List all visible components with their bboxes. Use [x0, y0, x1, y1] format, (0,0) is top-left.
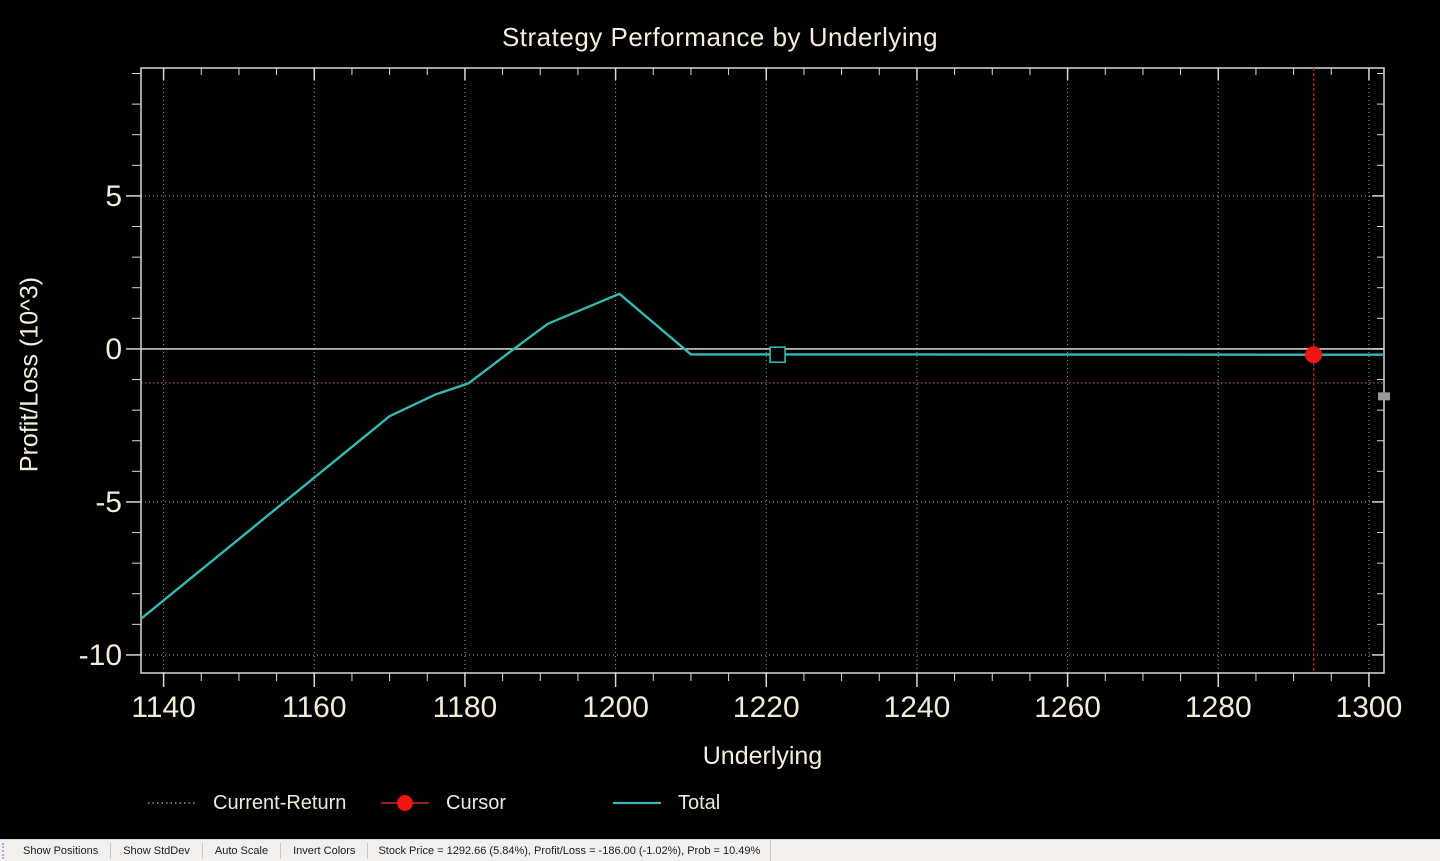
y-tick-label: 5	[105, 180, 122, 213]
plot-border	[140, 67, 1385, 674]
show-positions-button[interactable]: Show Positions	[11, 840, 110, 861]
chart-title: Strategy Performance by Underlying	[501, 22, 939, 52]
separator	[280, 843, 282, 859]
status-bar: Show Positions Show StdDev Auto Scale In…	[0, 839, 1440, 861]
right-axis-notch[interactable]	[1378, 392, 1390, 401]
y-tick-label: 0	[105, 333, 122, 366]
plot-canvas[interactable]: 1140 1160 1180 1200 1220 1240 1260 1280 1300 5 0 -5…	[0, 0, 1440, 839]
legend-label: Current-Return	[213, 791, 347, 814]
x-tick-label: 1200	[582, 691, 649, 724]
x-axis-title: Underlying	[702, 742, 823, 770]
show-stddev-button[interactable]: Show StdDev	[111, 840, 202, 861]
cursor-dot-sample-icon	[381, 795, 429, 811]
total-line-sample-icon	[613, 801, 661, 805]
legend-label: Total	[678, 791, 721, 814]
y-axis-title: Profit/Loss (10^3)	[15, 276, 44, 473]
status-readout: Stock Price = 1292.66 (5.84%), Profit/Lo…	[368, 840, 772, 861]
statusbar-filler	[771, 840, 1440, 861]
y-tick-label: -5	[95, 486, 122, 519]
x-tick-label: 1220	[733, 691, 800, 724]
x-tick-label: 1260	[1034, 691, 1101, 724]
legend-label: Cursor	[446, 791, 507, 814]
legend: Current-Return Cursor Total	[0, 788, 1440, 818]
separator	[201, 843, 203, 859]
x-tick-label: 1140	[131, 691, 196, 724]
x-tick-label: 1180	[433, 691, 498, 724]
legend-item-total: Total	[612, 788, 720, 818]
separator	[367, 843, 369, 859]
x-tick-label: 1240	[884, 691, 951, 724]
legend-item-cursor: Cursor	[380, 788, 506, 818]
cursor-dot[interactable]	[1305, 346, 1323, 364]
separator	[110, 843, 112, 859]
invert-colors-button[interactable]: Invert Colors	[281, 840, 367, 861]
auto-scale-button[interactable]: Auto Scale	[203, 840, 280, 861]
current-return-line-sample-icon	[148, 802, 196, 804]
toolbar-grip-icon	[2, 843, 9, 859]
total-series-line	[140, 292, 1385, 620]
y-tick-label: -10	[79, 639, 122, 672]
strike-square-marker[interactable]	[769, 346, 786, 364]
x-tick-label: 1160	[282, 691, 347, 724]
x-tick-label: 1300	[1336, 691, 1403, 724]
legend-item-current-return: Current-Return	[147, 788, 346, 818]
x-tick-label: 1280	[1185, 691, 1252, 724]
